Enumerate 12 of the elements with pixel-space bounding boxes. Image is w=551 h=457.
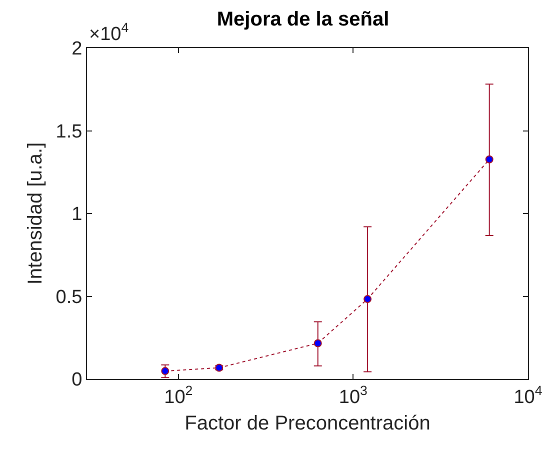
y-tick-label: 1 <box>72 204 82 226</box>
x-tick-label: 10$^{3}$ <box>338 382 368 408</box>
chart-title: Mejora de la señal <box>216 8 390 30</box>
y-tick-label: 0.5 <box>56 286 82 308</box>
y-axis-title: Intensidad [u.a.] <box>24 142 46 285</box>
y-tick-label: 0 <box>72 370 82 391</box>
y-tick-label: 1.5 <box>56 121 82 142</box>
x-tick-label: 10$^{2}$ <box>164 382 193 408</box>
y-tick-label: 2 <box>72 38 82 60</box>
x-axis-title: Factor de Preconcentración <box>184 412 430 434</box>
x-tick-label: 10$^{4}$ <box>514 382 542 408</box>
text: ×10$^{4}$ <box>89 20 129 45</box>
